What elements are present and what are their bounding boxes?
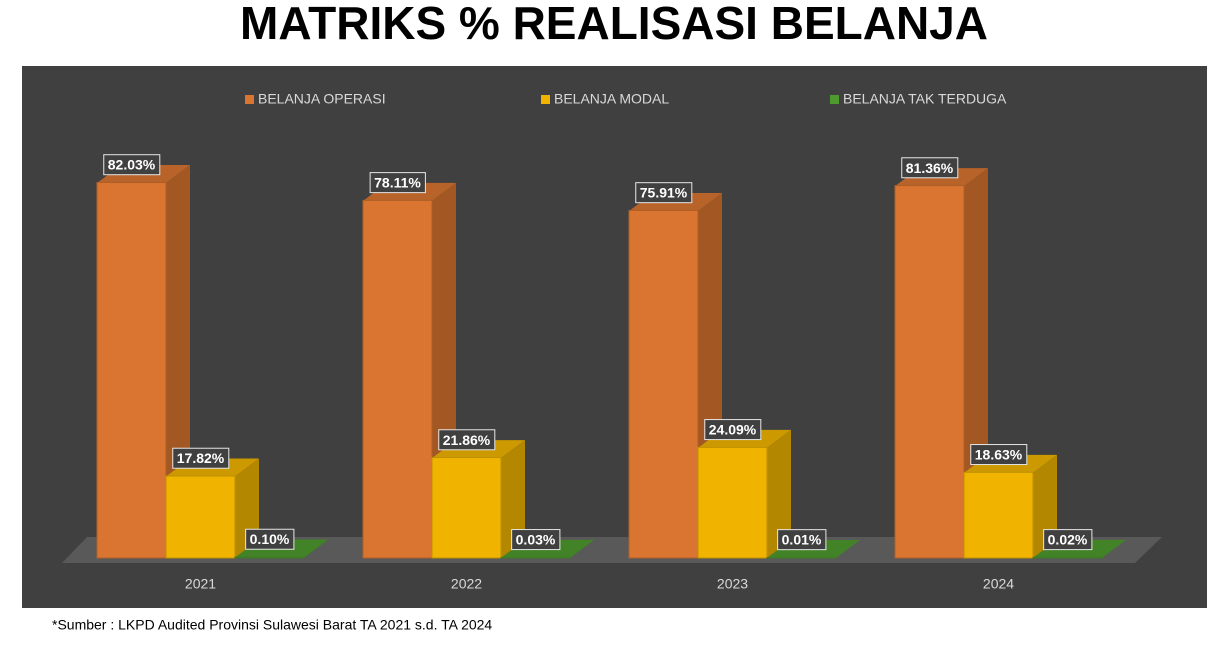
data-label: 78.11% (374, 175, 421, 191)
legend-label: BELANJA OPERASI (258, 91, 386, 107)
data-label: 82.03% (108, 157, 156, 173)
data-label-box (369, 172, 426, 194)
bar (963, 471, 1034, 559)
data-label-box (245, 528, 295, 550)
bar (766, 556, 837, 559)
bar-side (836, 539, 860, 558)
bar (96, 182, 167, 559)
data-label: 0.10% (250, 531, 290, 547)
data-label-box (635, 182, 693, 204)
bar-side (767, 429, 791, 558)
data-label: 21.86% (443, 432, 491, 448)
data-label: 24.09% (709, 422, 757, 438)
data-label: 0.02% (1048, 532, 1088, 548)
x-tick-label: 2021 (185, 576, 216, 592)
x-tick-label: 2024 (983, 576, 1014, 592)
bar-side (304, 539, 328, 558)
bar (234, 556, 305, 559)
x-tick-label: 2022 (451, 576, 482, 592)
legend-label: BELANJA TAK TERDUGA (843, 91, 1007, 107)
bar (431, 457, 502, 559)
bar (628, 209, 699, 559)
bar-side (1102, 539, 1126, 558)
data-label-box (1043, 529, 1093, 551)
chart-title: MATRIKS % REALISASI BELANJA (240, 0, 988, 49)
data-label-box (438, 429, 496, 451)
data-label-box (777, 529, 827, 551)
legend-swatch (245, 95, 254, 104)
x-tick-label: 2023 (717, 576, 748, 592)
data-label-box (901, 157, 959, 179)
data-label-box (103, 154, 161, 176)
bar (165, 475, 236, 559)
data-label: 0.03% (516, 532, 556, 548)
data-label: 0.01% (782, 532, 822, 548)
data-label: 18.63% (975, 447, 1023, 463)
data-label: 81.36% (906, 160, 954, 176)
bar (894, 185, 965, 559)
legend-swatch (541, 95, 550, 104)
bar-side (570, 539, 594, 558)
legend-label: BELANJA MODAL (554, 91, 669, 107)
data-label: 17.82% (177, 450, 225, 466)
data-label: 75.91% (640, 185, 688, 201)
bar (500, 556, 571, 559)
data-label-box (511, 529, 561, 551)
data-label-box (970, 444, 1028, 466)
bar (362, 199, 433, 559)
source-note: *Sumber : LKPD Audited Provinsi Sulawesi… (52, 617, 492, 633)
floor (62, 537, 1162, 563)
legend-swatch (830, 95, 839, 104)
data-label-box (172, 447, 230, 469)
bar (697, 446, 768, 559)
bar (1032, 556, 1103, 559)
bar-side (501, 440, 525, 558)
data-label-box (704, 419, 762, 441)
